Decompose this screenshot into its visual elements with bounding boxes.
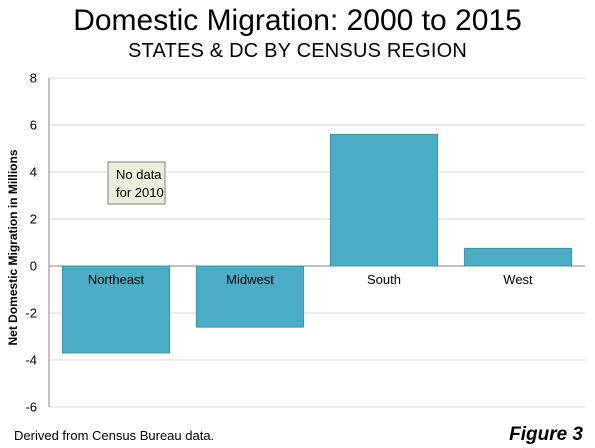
bar-west	[463, 247, 573, 267]
source-note: Derived from Census Bureau data.	[14, 428, 215, 443]
y-tick-label: 0	[30, 259, 37, 274]
y-tick-label: 8	[30, 71, 37, 86]
y-tick-label: 2	[30, 212, 37, 227]
annotation-box	[107, 161, 166, 205]
chart-title: Domestic Migration: 2000 to 2015	[73, 4, 522, 37]
y-tick-label: 6	[30, 118, 37, 133]
bar-northeast	[61, 265, 171, 354]
figure-label: Figure 3	[509, 424, 583, 445]
y-tick-label: -6	[25, 400, 37, 415]
category-label: Midwest	[226, 272, 274, 287]
annotation-line-1: No data	[116, 167, 162, 182]
category-label: West	[503, 272, 533, 287]
bar-south	[329, 133, 439, 267]
no-data-annotation: No data for 2010	[107, 161, 166, 205]
gridlines	[48, 77, 585, 408]
category-label: Northeast	[88, 272, 145, 287]
y-tick-label: -2	[25, 306, 37, 321]
category-label: South	[367, 272, 401, 287]
category-labels: Northeast Midwest South West	[88, 272, 533, 287]
y-axis-label: Net Domestic Migration in Millions	[6, 149, 20, 345]
y-tick-label: 4	[30, 165, 37, 180]
annotation-line-2: for 2010	[116, 185, 164, 200]
bar-midwest	[195, 265, 305, 328]
y-tick-label: -4	[25, 353, 37, 368]
bars	[61, 133, 573, 354]
chart-subtitle: STATES & DC BY CENSUS REGION	[128, 40, 467, 62]
y-tick-labels: -6 -4 -2 0 2 4 6 8	[25, 71, 37, 415]
